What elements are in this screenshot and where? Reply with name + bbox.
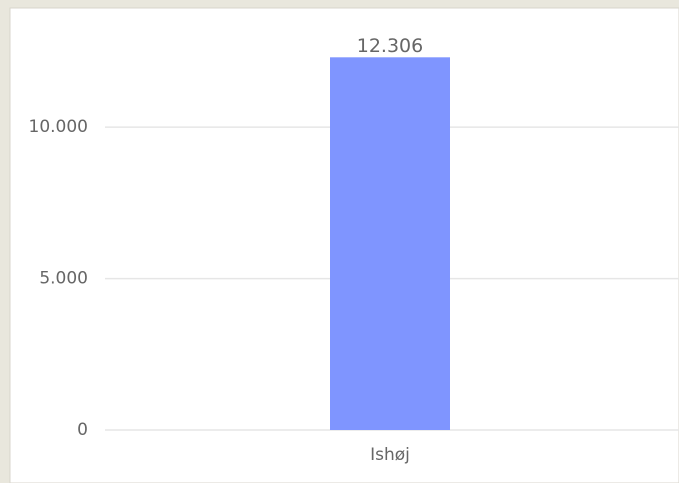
bar	[330, 57, 450, 430]
data-label: 12.306	[357, 35, 423, 57]
y-tick-label: 10.000	[29, 117, 88, 137]
y-tick-label: 5.000	[39, 269, 88, 289]
y-tick-label: 0	[77, 420, 88, 440]
x-tick-label: Ishøj	[370, 445, 410, 465]
